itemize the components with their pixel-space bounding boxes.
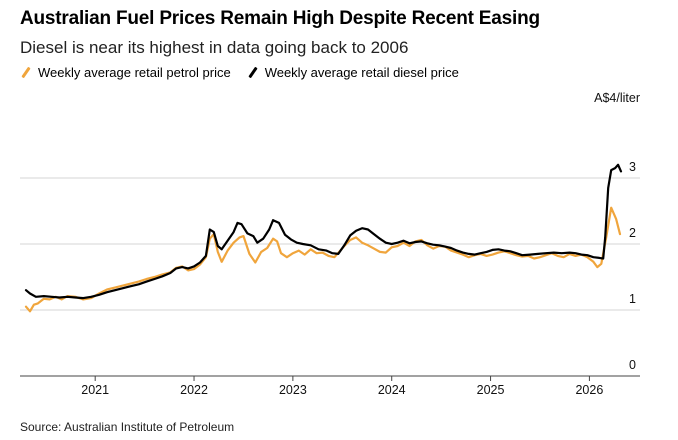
y-tick-label-1: 1: [629, 292, 636, 306]
y-unit-label: A$4/liter: [594, 91, 640, 105]
series-line-diesel: [24, 163, 623, 300]
legend-label-petrol: Weekly average retail petrol price: [38, 65, 231, 80]
y-tick-label-0: 0: [629, 358, 636, 372]
legend-item-petrol: Weekly average retail petrol price: [20, 65, 231, 80]
chart-subtitle: Diesel is near its highest in data going…: [20, 38, 409, 57]
x-tick-label-2025: 2025: [477, 383, 505, 397]
y-tick-label-3: 3: [629, 160, 636, 174]
legend-label-diesel: Weekly average retail diesel price: [264, 65, 459, 80]
source-note: Source: Australian Institute of Petroleu…: [20, 420, 235, 434]
x-tick-label-2024: 2024: [378, 383, 406, 397]
x-tick-label-2026: 2026: [575, 383, 603, 397]
chart-title: Australian Fuel Prices Remain High Despi…: [20, 8, 540, 29]
series-layer: [24, 163, 623, 313]
y-tick-label-2: 2: [629, 226, 636, 240]
chart-legend: Weekly average retail petrol price Weekl…: [20, 65, 459, 80]
series-line-petrol: [24, 206, 622, 313]
legend-item-diesel: Weekly average retail diesel price: [247, 65, 459, 80]
axis-layer: 0 1 2 3 A$4/liter 2021 2022 2023 2024 2025 2026: [20, 91, 640, 397]
grid-layer: [20, 177, 640, 311]
x-tick-label-2021: 2021: [81, 383, 109, 397]
x-tick-label-2023: 2023: [279, 383, 307, 397]
x-tick-label-2022: 2022: [180, 383, 208, 397]
